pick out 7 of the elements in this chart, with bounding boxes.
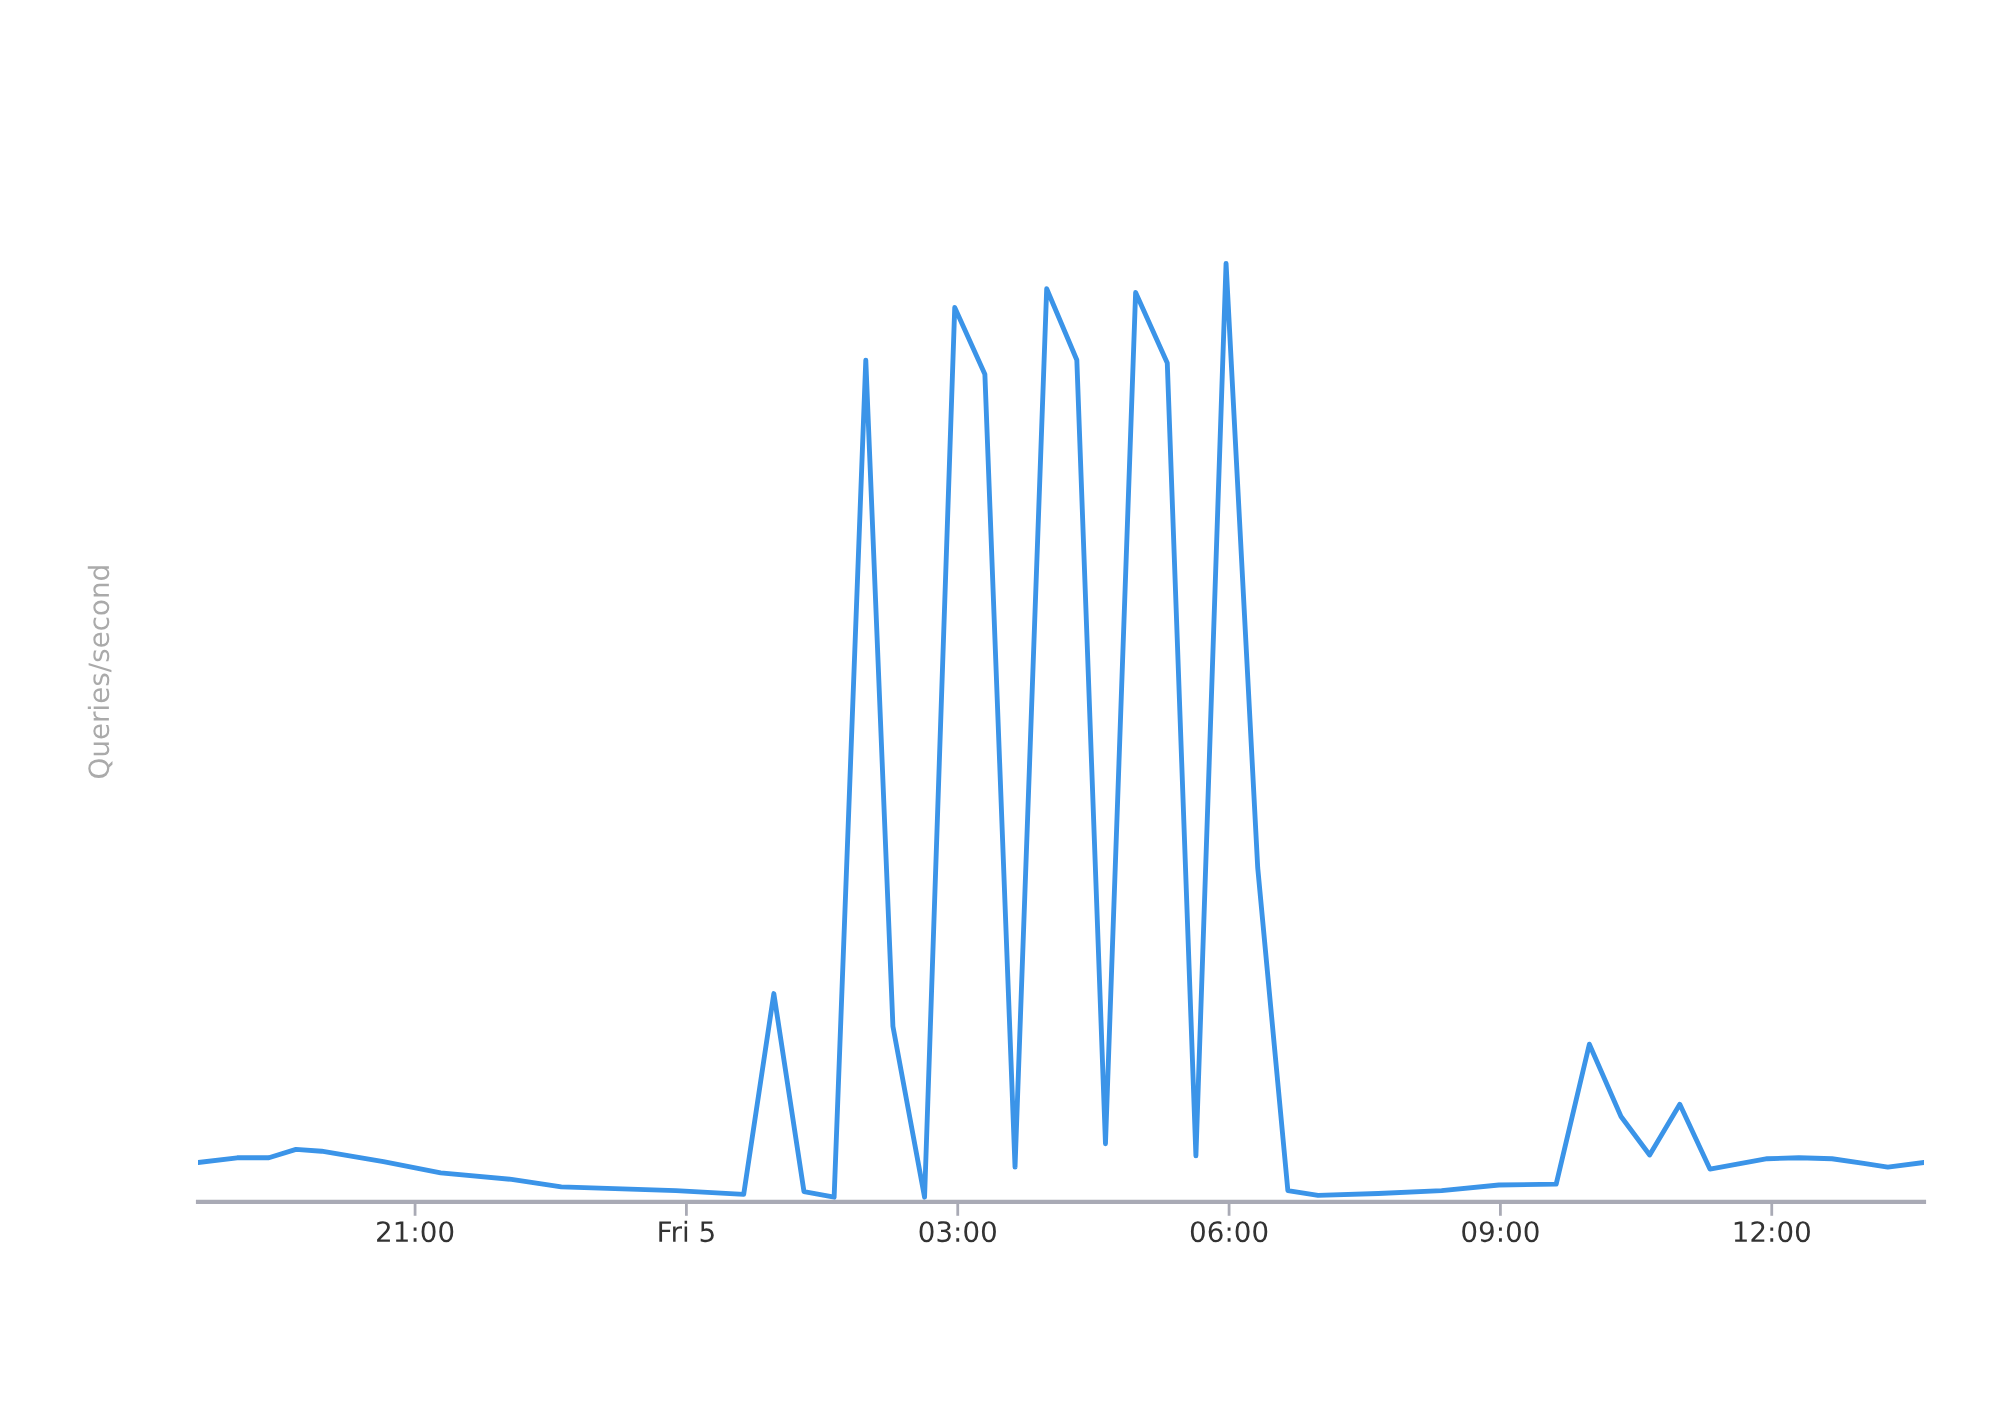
y-axis-title: Queries/second [87,566,113,778]
x-tick-label: Fri 5 [659,1220,714,1243]
x-tick-label: 09:00 [1462,1221,1539,1243]
x-tick-label: 03:00 [919,1221,996,1243]
x-tick-label: 12:00 [1734,1221,1810,1243]
x-tick-label: 21:00 [377,1221,454,1243]
x-tick-label: 06:00 [1190,1221,1268,1243]
